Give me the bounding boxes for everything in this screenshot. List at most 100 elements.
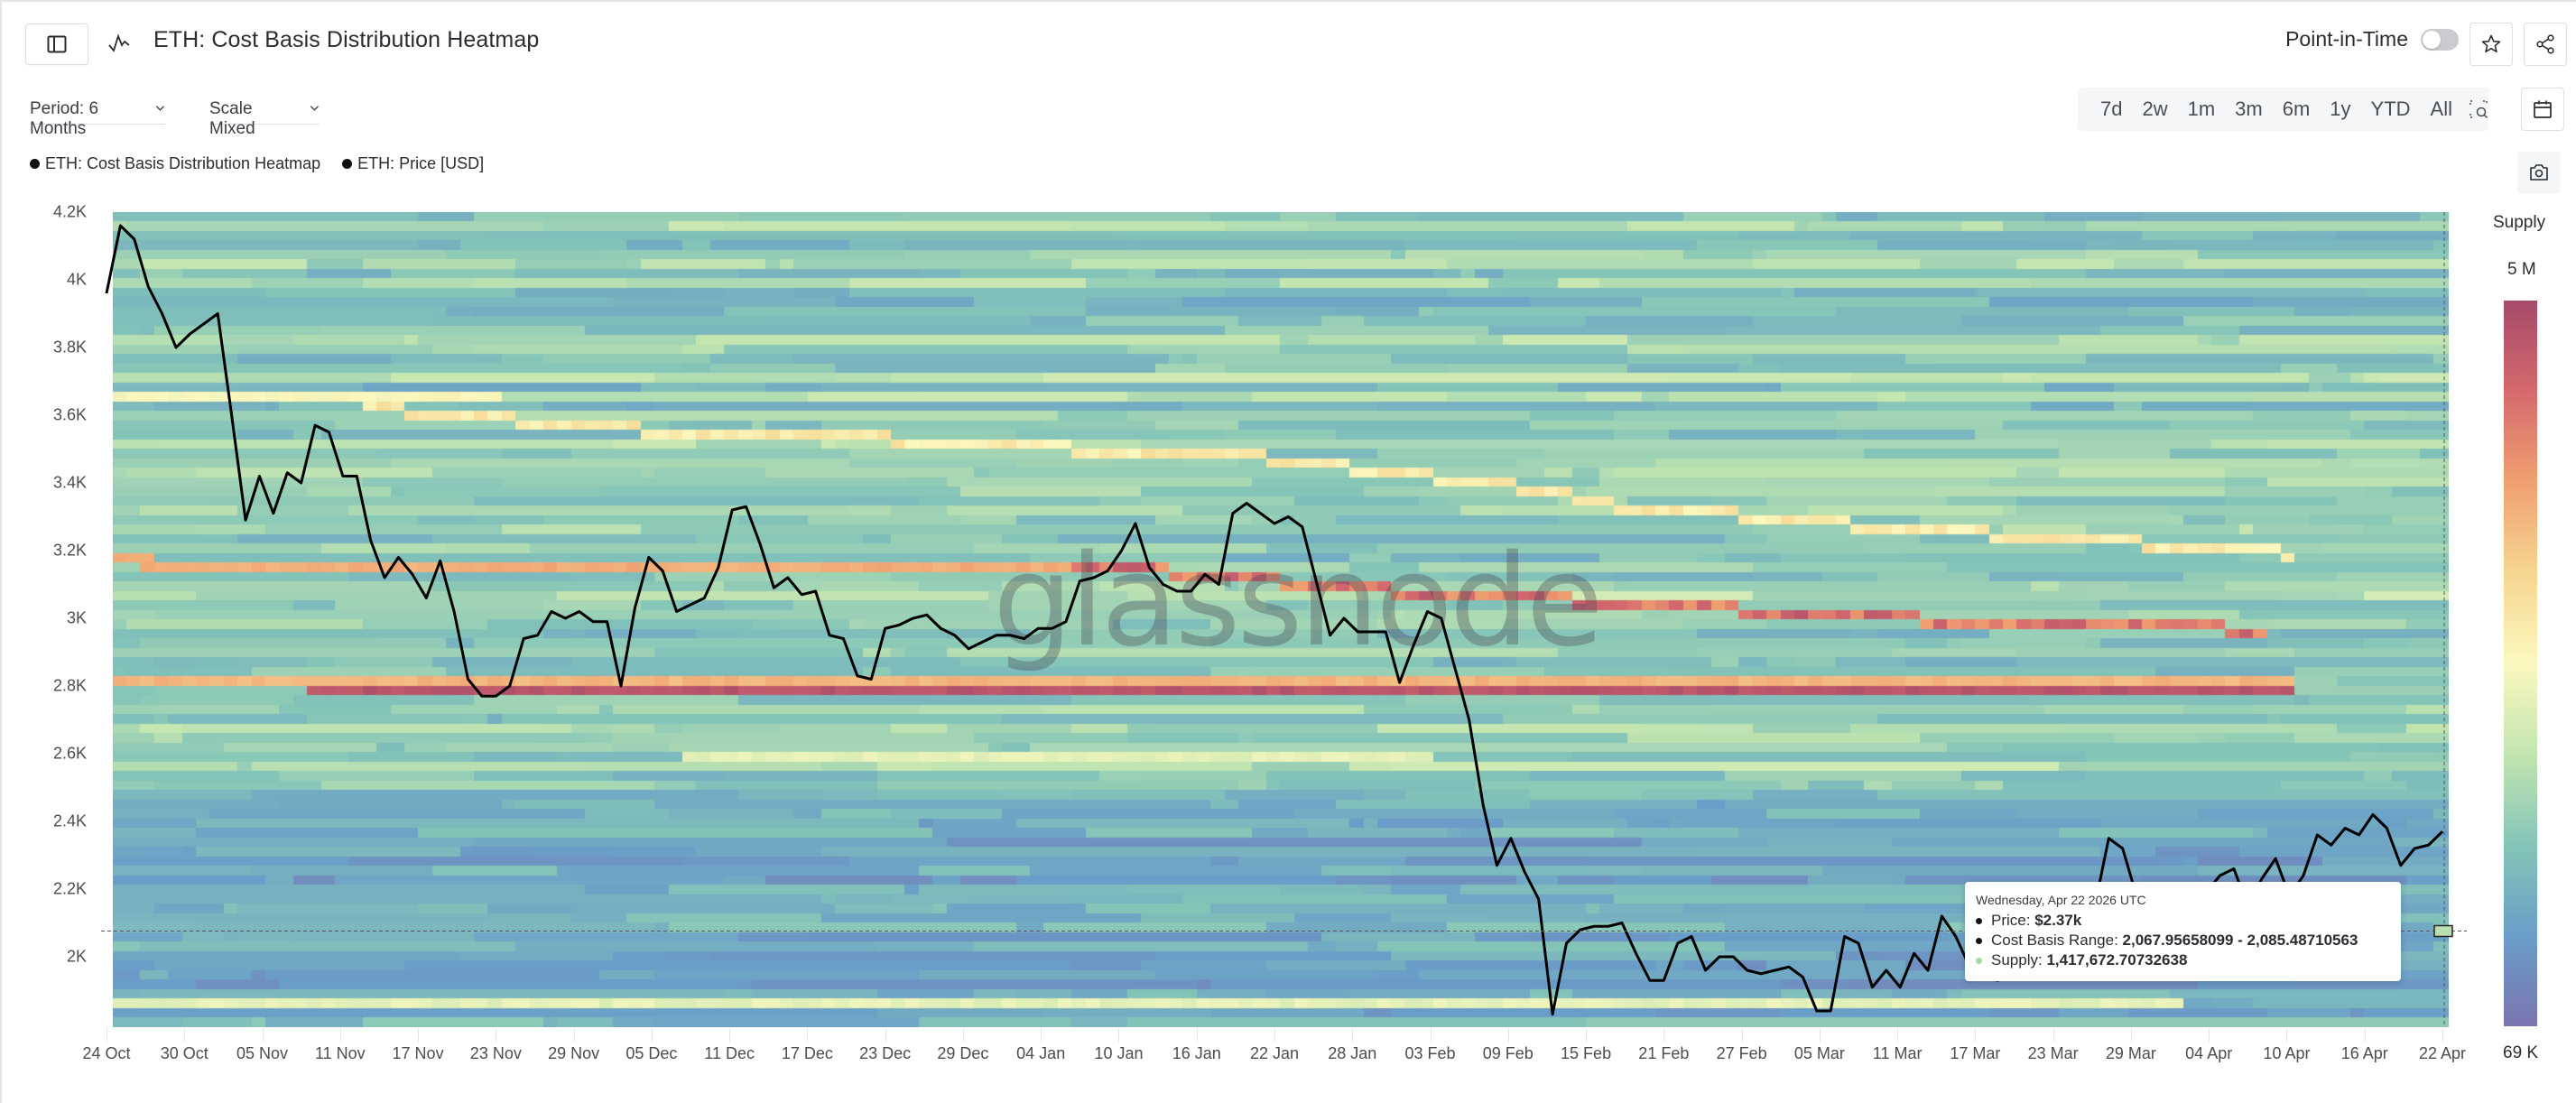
x-tick bbox=[1663, 1029, 1665, 1042]
y-tick-label: 3.8K bbox=[52, 338, 87, 357]
chart-tooltip: Wednesday, Apr 22 2026 UTC Price: $2.37k… bbox=[1965, 882, 2401, 981]
x-tick bbox=[418, 1029, 420, 1042]
chevron-down-icon bbox=[156, 106, 165, 111]
x-tick bbox=[807, 1029, 809, 1042]
x-tick-label: 21 Feb bbox=[1638, 1044, 1690, 1062]
x-tick-label: 10 Jan bbox=[1094, 1044, 1144, 1062]
calendar-icon bbox=[2534, 100, 2552, 118]
x-tick bbox=[1118, 1029, 1120, 1042]
star-icon bbox=[2481, 34, 2501, 53]
range-2w-button[interactable]: 2w bbox=[2142, 97, 2168, 120]
x-tick bbox=[2442, 1029, 2443, 1042]
tooltip-dot bbox=[1976, 957, 1982, 964]
share-button[interactable] bbox=[2524, 23, 2567, 66]
x-tick-label: 29 Dec bbox=[937, 1044, 989, 1062]
x-tick-label: 10 Apr bbox=[2263, 1044, 2311, 1062]
tooltip-supply-row: Supply: 1,417,672.70732638 bbox=[1976, 950, 2390, 970]
legend-dot bbox=[30, 159, 40, 169]
x-tick bbox=[1041, 1029, 1042, 1042]
x-tick-label: 22 Jan bbox=[1249, 1044, 1300, 1062]
x-tick bbox=[2286, 1029, 2288, 1042]
x-tick-label: 05 Nov bbox=[236, 1044, 289, 1062]
legend-item-price[interactable]: ETH: Price [USD] bbox=[342, 154, 484, 173]
period-dropdown[interactable]: Period: 6 Months bbox=[30, 97, 165, 138]
y-tick-label: 2K bbox=[66, 947, 87, 966]
range-all-button[interactable]: All bbox=[2430, 97, 2452, 120]
range-3m-button[interactable]: 3m bbox=[2235, 97, 2263, 120]
point-in-time-label: Point-in-Time bbox=[2285, 27, 2408, 51]
period-dropdown-label: Period: 6 Months bbox=[30, 99, 99, 138]
range-1y-button[interactable]: 1y bbox=[2330, 97, 2351, 120]
x-tick-label: 05 Mar bbox=[1793, 1044, 1845, 1062]
sidebar-toggle-button[interactable] bbox=[25, 23, 88, 65]
point-in-time-toggle[interactable] bbox=[2421, 28, 2459, 51]
x-tick-label: 17 Nov bbox=[392, 1044, 444, 1062]
x-tick-label: 24 Oct bbox=[82, 1044, 131, 1062]
x-tick-label: 29 Mar bbox=[2105, 1044, 2156, 1062]
x-tick bbox=[573, 1029, 575, 1042]
legend-item-heatmap[interactable]: ETH: Cost Basis Distribution Heatmap bbox=[30, 154, 320, 173]
x-tick-label: 16 Jan bbox=[1172, 1044, 1221, 1062]
range-ytd-button[interactable]: YTD bbox=[2370, 97, 2411, 120]
x-tick bbox=[1586, 1029, 1588, 1042]
x-tick-label: 16 Apr bbox=[2340, 1044, 2388, 1062]
screenshot-button[interactable] bbox=[2517, 152, 2561, 193]
x-tick bbox=[2130, 1029, 2132, 1042]
calendar-button[interactable] bbox=[2521, 88, 2564, 131]
x-tick bbox=[2364, 1029, 2366, 1042]
x-tick-label: 11 Dec bbox=[704, 1044, 755, 1062]
x-tick bbox=[1274, 1029, 1275, 1042]
point-in-time-control: Point-in-Time bbox=[2285, 27, 2459, 51]
x-tick bbox=[1819, 1029, 1821, 1042]
x-tick-label: 17 Mar bbox=[1950, 1044, 2001, 1062]
y-tick-label: 2.2K bbox=[52, 879, 87, 898]
x-tick bbox=[1741, 1029, 1743, 1042]
y-tick-label: 2.6K bbox=[52, 744, 87, 763]
colorbar-title: Supply bbox=[2493, 213, 2546, 232]
x-tick bbox=[1196, 1029, 1198, 1042]
range-7d-button[interactable]: 7d bbox=[2100, 97, 2123, 120]
page-title: ETH: Cost Basis Distribution Heatmap bbox=[153, 27, 540, 52]
legend-label: ETH: Price [USD] bbox=[357, 154, 485, 172]
tooltip-price-row: Price: $2.37k bbox=[1976, 911, 2390, 931]
x-tick bbox=[262, 1029, 264, 1042]
y-tick-label: 3.4K bbox=[52, 473, 87, 492]
x-tick-label: 03 Feb bbox=[1404, 1044, 1456, 1062]
x-tick bbox=[962, 1029, 964, 1042]
range-6m-button[interactable]: 6m bbox=[2282, 97, 2311, 120]
camera-icon bbox=[2530, 164, 2548, 181]
y-tick-label: 3.6K bbox=[52, 405, 87, 424]
x-tick bbox=[651, 1029, 653, 1042]
chart-legend: ETH: Cost Basis Distribution Heatmap ETH… bbox=[30, 154, 484, 173]
y-tick-label: 4.2K bbox=[52, 202, 87, 221]
scale-dropdown[interactable]: Scale Mixed bbox=[209, 97, 320, 138]
time-range-selector: 7d 2w 1m 3m 6m 1y YTD All bbox=[2078, 88, 2488, 131]
x-tick bbox=[729, 1029, 731, 1042]
x-tick-label: 28 Jan bbox=[1328, 1044, 1377, 1062]
x-tick bbox=[1897, 1029, 1899, 1042]
range-1m-button[interactable]: 1m bbox=[2187, 97, 2216, 120]
x-tick bbox=[2209, 1029, 2210, 1042]
zoom-select-button[interactable] bbox=[2462, 88, 2499, 131]
x-tick bbox=[885, 1029, 886, 1042]
share-icon bbox=[2536, 34, 2554, 54]
y-tick-label: 4K bbox=[66, 270, 87, 289]
tooltip-price-label: Price: bbox=[1991, 912, 2035, 929]
tooltip-supply-label: Supply: bbox=[1991, 951, 2047, 969]
tooltip-date: Wednesday, Apr 22 2026 UTC bbox=[1976, 893, 2146, 907]
tooltip-range-value: 2,067.95658099 - 2,085.48710563 bbox=[2122, 932, 2358, 949]
tooltip-range-row: Cost Basis Range: 2,067.95658099 - 2,085… bbox=[1976, 931, 2390, 950]
x-tick-label: 23 Dec bbox=[859, 1044, 912, 1062]
x-tick bbox=[339, 1029, 341, 1042]
y-tick-label: 2.4K bbox=[52, 811, 87, 830]
scale-dropdown-label: Scale Mixed bbox=[209, 99, 255, 138]
tooltip-dot bbox=[1976, 917, 1982, 924]
colorbar bbox=[2504, 301, 2537, 1026]
tooltip-range-label: Cost Basis Range: bbox=[1991, 932, 2123, 949]
zoom-select-icon bbox=[2469, 100, 2488, 119]
x-tick bbox=[1430, 1029, 1432, 1042]
favorite-button[interactable] bbox=[2469, 23, 2513, 66]
tooltip-price-value: $2.37k bbox=[2034, 912, 2082, 929]
x-tick-label: 11 Mar bbox=[1872, 1044, 1923, 1062]
